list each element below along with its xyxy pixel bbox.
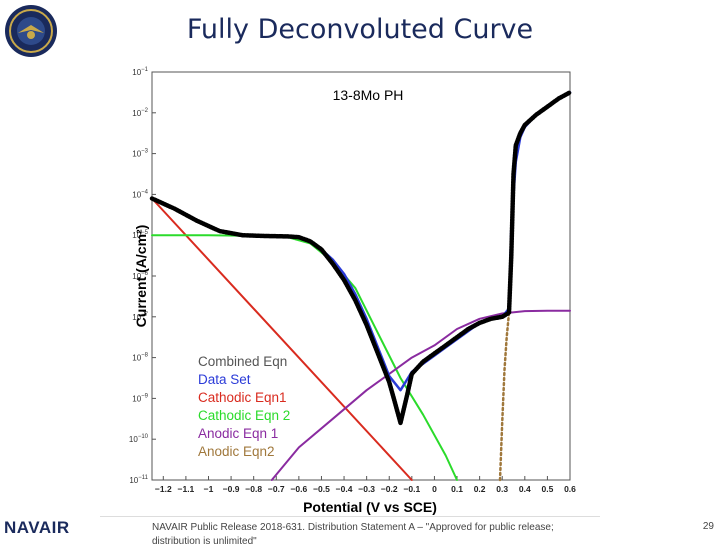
chart-title: 13-8Mo PH <box>333 87 404 103</box>
footer-note: NAVAIR Public Release 2018-631. Distribu… <box>152 522 554 547</box>
x-tick-label: −1.1 <box>178 484 195 494</box>
x-tick-label: −0.4 <box>336 484 353 494</box>
x-tick-label: −0.5 <box>313 484 330 494</box>
x-tick-label: 0.2 <box>474 484 486 494</box>
x-axis-label: Potential (V vs SCE) <box>303 499 437 515</box>
series-line <box>270 309 571 481</box>
legend-entry: Cathodic Eqn 2 <box>198 408 290 423</box>
legend-entry: Data Set <box>198 372 251 387</box>
x-tick-label: −1.2 <box>155 484 172 494</box>
y-tick-label: 10−10 <box>129 434 149 444</box>
series-line <box>151 197 413 481</box>
slide-title: Fully Deconvoluted Curve <box>186 14 534 45</box>
y-axis-label: Current (A/cm²) <box>133 225 149 328</box>
x-tick-label: −0.7 <box>268 484 285 494</box>
navair-logo-text: NAVAIR <box>4 518 70 537</box>
y-tick-label: 10−2 <box>132 108 148 118</box>
y-tick-label: 10−8 <box>132 353 148 363</box>
x-tick-label: −0.1 <box>403 484 420 494</box>
series-line <box>498 311 511 482</box>
x-tick-label: −0.6 <box>290 484 307 494</box>
polarization-chart: 13-8Mo PH 10−1 10−2 10−3 10−4 10−5 10−6 10−7 10… <box>129 67 576 515</box>
y-tick-label: 10−6 <box>132 271 148 281</box>
x-tick-label: 0 <box>432 484 437 494</box>
page-number: 29 <box>702 521 714 532</box>
x-tick-label: 0.5 <box>541 484 553 494</box>
x-tick-label: 0.4 <box>519 484 531 494</box>
x-tick-label: 0.1 <box>451 484 463 494</box>
y-tick-label: 10−7 <box>132 312 148 322</box>
plot-area <box>151 71 571 481</box>
y-tick-label: 10−4 <box>132 189 148 199</box>
legend-entry: Cathodic Eqn1 <box>198 390 287 405</box>
navair-seal-icon <box>5 5 57 57</box>
x-tick-label: −0.2 <box>381 484 398 494</box>
y-tick-label: 10−9 <box>132 393 148 403</box>
legend-entry: Anodic Eqn 1 <box>198 426 278 441</box>
x-tick-label: −0.3 <box>358 484 375 494</box>
y-tick-label: 10−3 <box>132 149 148 159</box>
x-tick-label: 0.6 <box>564 484 576 494</box>
legend-entry: Combined Eqn <box>198 354 287 369</box>
y-tick-label: 10−11 <box>129 475 148 485</box>
series-line <box>149 90 573 426</box>
footer-divider <box>100 516 600 517</box>
x-tick-label: −1 <box>204 484 214 494</box>
y-tick-label: 10−1 <box>132 67 148 77</box>
x-tick-label: −0.8 <box>245 484 262 494</box>
legend-entry: Anodic Eqn2 <box>198 444 275 459</box>
y-tick-label: 10−5 <box>132 230 148 240</box>
x-tick-label: 0.3 <box>496 484 508 494</box>
x-tick-label: −0.9 <box>223 484 240 494</box>
